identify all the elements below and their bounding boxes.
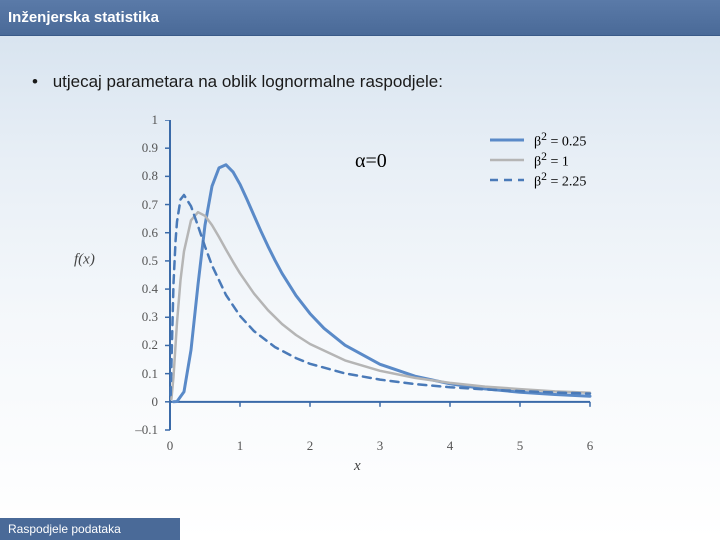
- x-tick-label: 1: [237, 438, 244, 454]
- footer-bar: Raspodjele podataka: [0, 518, 180, 540]
- x-tick-label: 2: [307, 438, 314, 454]
- header-title: Inženjerska statistika: [8, 9, 159, 26]
- y-tick-label: 0.3: [142, 309, 158, 325]
- y-axis-label: f(x): [74, 252, 95, 269]
- legend-swatch: [490, 170, 524, 190]
- x-tick-label: 4: [447, 438, 454, 454]
- x-tick-label: 3: [377, 438, 384, 454]
- y-tick-label: –0.1: [135, 422, 158, 438]
- x-tick-label: 5: [517, 438, 524, 454]
- y-tick-label: 0.2: [142, 337, 158, 353]
- legend-swatch: [490, 130, 524, 150]
- y-tick-label: 0.4: [142, 281, 158, 297]
- legend-row: β2 = 0.25: [490, 130, 586, 150]
- legend-label: β2 = 1: [534, 150, 569, 171]
- x-tick-label: 6: [587, 438, 594, 454]
- bullet-glyph: •: [32, 72, 38, 91]
- legend-label: β2 = 0.25: [534, 130, 586, 151]
- legend-row: β2 = 2.25: [490, 170, 586, 190]
- y-tick-label: 0.7: [142, 197, 158, 213]
- legend-label: β2 = 2.25: [534, 170, 586, 191]
- header-bar: Inženjerska statistika: [0, 0, 720, 36]
- y-tick-label: 0.5: [142, 253, 158, 269]
- legend-row: β2 = 1: [490, 150, 586, 170]
- bullet-item: • utjecaj parametara na oblik lognormaln…: [32, 72, 443, 92]
- x-tick-label: 0: [167, 438, 174, 454]
- y-tick-label: 0: [152, 394, 159, 410]
- y-tick-label: 0.1: [142, 366, 158, 382]
- y-tick-label: 0.6: [142, 225, 158, 241]
- legend-swatch: [490, 150, 524, 170]
- y-tick-label: 0.8: [142, 168, 158, 184]
- footer-label: Raspodjele podataka: [8, 522, 121, 536]
- legend: β2 = 0.25β2 = 1β2 = 2.25: [490, 130, 586, 190]
- y-tick-label: 1: [152, 112, 159, 128]
- lognormal-chart: f(x) x α=0 β2 = 0.25β2 = 1β2 = 2.25 –0.1…: [110, 120, 610, 480]
- y-tick-label: 0.9: [142, 140, 158, 156]
- x-axis-label: x: [354, 458, 361, 475]
- bullet-label: utjecaj parametara na oblik lognormalne …: [53, 72, 443, 91]
- alpha-annotation: α=0: [355, 150, 387, 173]
